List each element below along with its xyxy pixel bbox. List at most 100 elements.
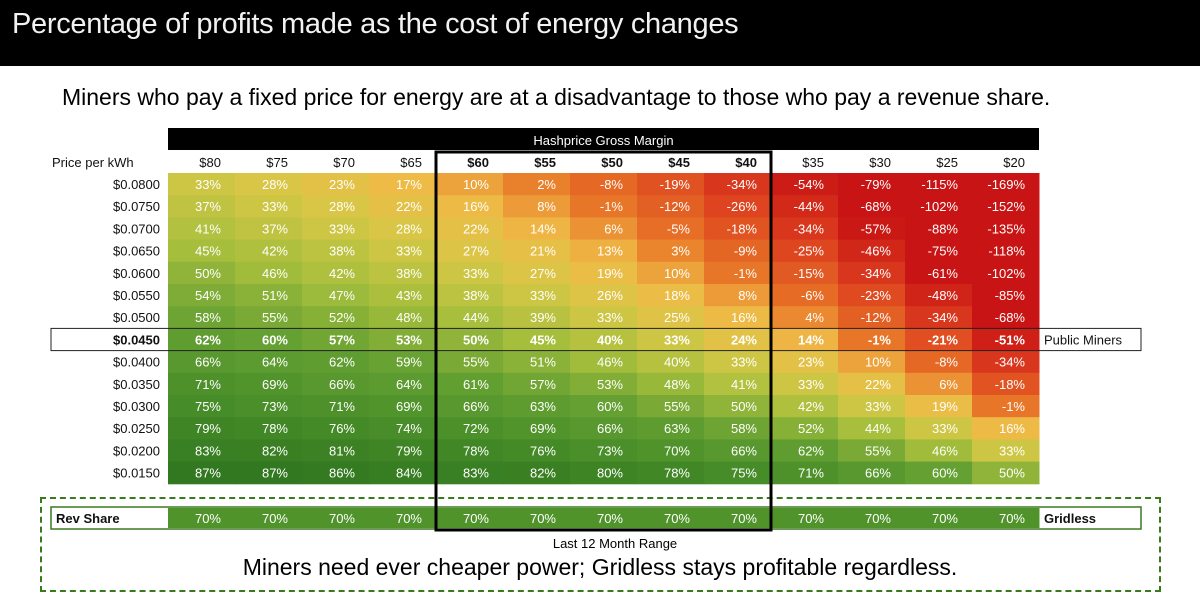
- heatmap-cell: [972, 284, 1040, 307]
- cell-value: 62%: [195, 332, 221, 347]
- cell-value: 50%: [463, 332, 489, 347]
- rev-share-value: 70%: [463, 511, 489, 526]
- heatmap-cell: [771, 306, 839, 329]
- heatmap-cell: [637, 239, 705, 263]
- cell-value: 58%: [731, 421, 757, 436]
- column-header: $45: [668, 155, 690, 170]
- heatmap-cell: [503, 439, 571, 463]
- column-header: $65: [400, 155, 422, 170]
- heatmap-cell: [302, 173, 370, 196]
- cell-value: 86%: [329, 466, 355, 481]
- cell-value: 17%: [396, 177, 422, 192]
- heatmap-cell: [436, 239, 504, 263]
- heatmap-cell: [905, 395, 973, 418]
- heatmap-cell: [972, 372, 1040, 396]
- cell-value: 58%: [195, 310, 221, 325]
- heatmap-cell: [905, 261, 973, 285]
- cell-value: 48%: [396, 310, 422, 325]
- cell-value: 57%: [530, 377, 556, 392]
- column-header: $80: [199, 155, 221, 170]
- heatmap-cell: [838, 395, 906, 418]
- heatmap-cell: [168, 173, 236, 196]
- heatmap-cell: [302, 261, 370, 285]
- cell-value: 80%: [597, 466, 623, 481]
- gridless-dashed-box: [40, 497, 1161, 592]
- heatmap-cell: [905, 439, 973, 463]
- cell-value: 83%: [463, 466, 489, 481]
- cell-value: -135%: [987, 221, 1025, 236]
- cell-value: 60%: [262, 332, 288, 347]
- heatmap-cell: [235, 173, 303, 196]
- cell-value: 50%: [195, 266, 221, 281]
- cell-value: 33%: [664, 332, 690, 347]
- cell-value: 45%: [195, 244, 221, 259]
- cell-value: 60%: [597, 399, 623, 414]
- column-header: $25: [936, 155, 958, 170]
- cell-value: 33%: [396, 244, 422, 259]
- cell-value: 16%: [731, 310, 757, 325]
- cell-value: 33%: [798, 377, 824, 392]
- cell-value: 38%: [329, 244, 355, 259]
- heatmap-cell: [972, 217, 1040, 241]
- cell-value: 40%: [597, 332, 623, 347]
- cell-value: -88%: [928, 221, 959, 236]
- cell-value: 27%: [530, 266, 556, 281]
- heatmap-cell: [369, 284, 437, 307]
- cell-value: 10%: [865, 355, 891, 370]
- heatmap-cell: [168, 261, 236, 285]
- heatmap-cell: [771, 217, 839, 241]
- heatmap-cell: [704, 372, 772, 396]
- cell-value: 66%: [195, 355, 221, 370]
- heatmap-cell: [436, 217, 504, 241]
- heatmap-cell: [369, 217, 437, 241]
- cell-value: -1%: [600, 199, 624, 214]
- heatmap-cell: [503, 173, 571, 196]
- heatmap-cell: [637, 439, 705, 463]
- column-header: $30: [869, 155, 891, 170]
- cell-value: -21%: [928, 332, 959, 347]
- heatmap-cell: [503, 261, 571, 285]
- rev-share-cell: [637, 508, 705, 528]
- heatmap-cell: [436, 439, 504, 463]
- heatmap-cell: [168, 306, 236, 329]
- cell-value: 33%: [463, 266, 489, 281]
- cell-value: 19%: [597, 266, 623, 281]
- row-label: $0.0550: [113, 288, 160, 303]
- heatmap-cell: [771, 284, 839, 307]
- heatmap-cell: [905, 372, 973, 396]
- heatmap-cell: [771, 439, 839, 463]
- highlight-row-label: Public Miners: [1044, 332, 1123, 347]
- heatmap-cell: [905, 173, 973, 196]
- heatmap-cell: [168, 350, 236, 374]
- cell-value: 39%: [530, 310, 556, 325]
- cell-value: -18%: [727, 221, 758, 236]
- heatmap-cell: [637, 461, 705, 485]
- heatmap-cell: [771, 395, 839, 418]
- cell-value: -12%: [660, 199, 691, 214]
- heatmap-cell: [235, 417, 303, 440]
- cell-value: 82%: [530, 466, 556, 481]
- rev-share-value: 70%: [262, 511, 288, 526]
- cell-value: 52%: [329, 310, 355, 325]
- rev-share-cell: [168, 508, 236, 528]
- heatmap-cell: [704, 439, 772, 463]
- heatmap-cell: [637, 195, 705, 218]
- heatmap-cell: [972, 350, 1040, 374]
- heatmap-cell: [570, 417, 638, 440]
- cell-value: 2%: [537, 177, 556, 192]
- cell-value: 46%: [262, 266, 288, 281]
- heatmap-cell: [302, 195, 370, 218]
- heatmap-cell: [235, 461, 303, 485]
- heatmap-cell: [436, 395, 504, 418]
- heatmap-cell: [838, 217, 906, 241]
- heatmap-cell: [905, 284, 973, 307]
- highlight-row-box: [50, 327, 1142, 352]
- heatmap-cell: [436, 195, 504, 218]
- row-label: $0.0450: [113, 332, 160, 347]
- cell-value: 38%: [396, 266, 422, 281]
- cell-value: 64%: [396, 377, 422, 392]
- heatmap-cell: [570, 261, 638, 285]
- cell-value: 66%: [731, 443, 757, 458]
- heatmap-cell: [570, 395, 638, 418]
- cell-value: 21%: [530, 244, 556, 259]
